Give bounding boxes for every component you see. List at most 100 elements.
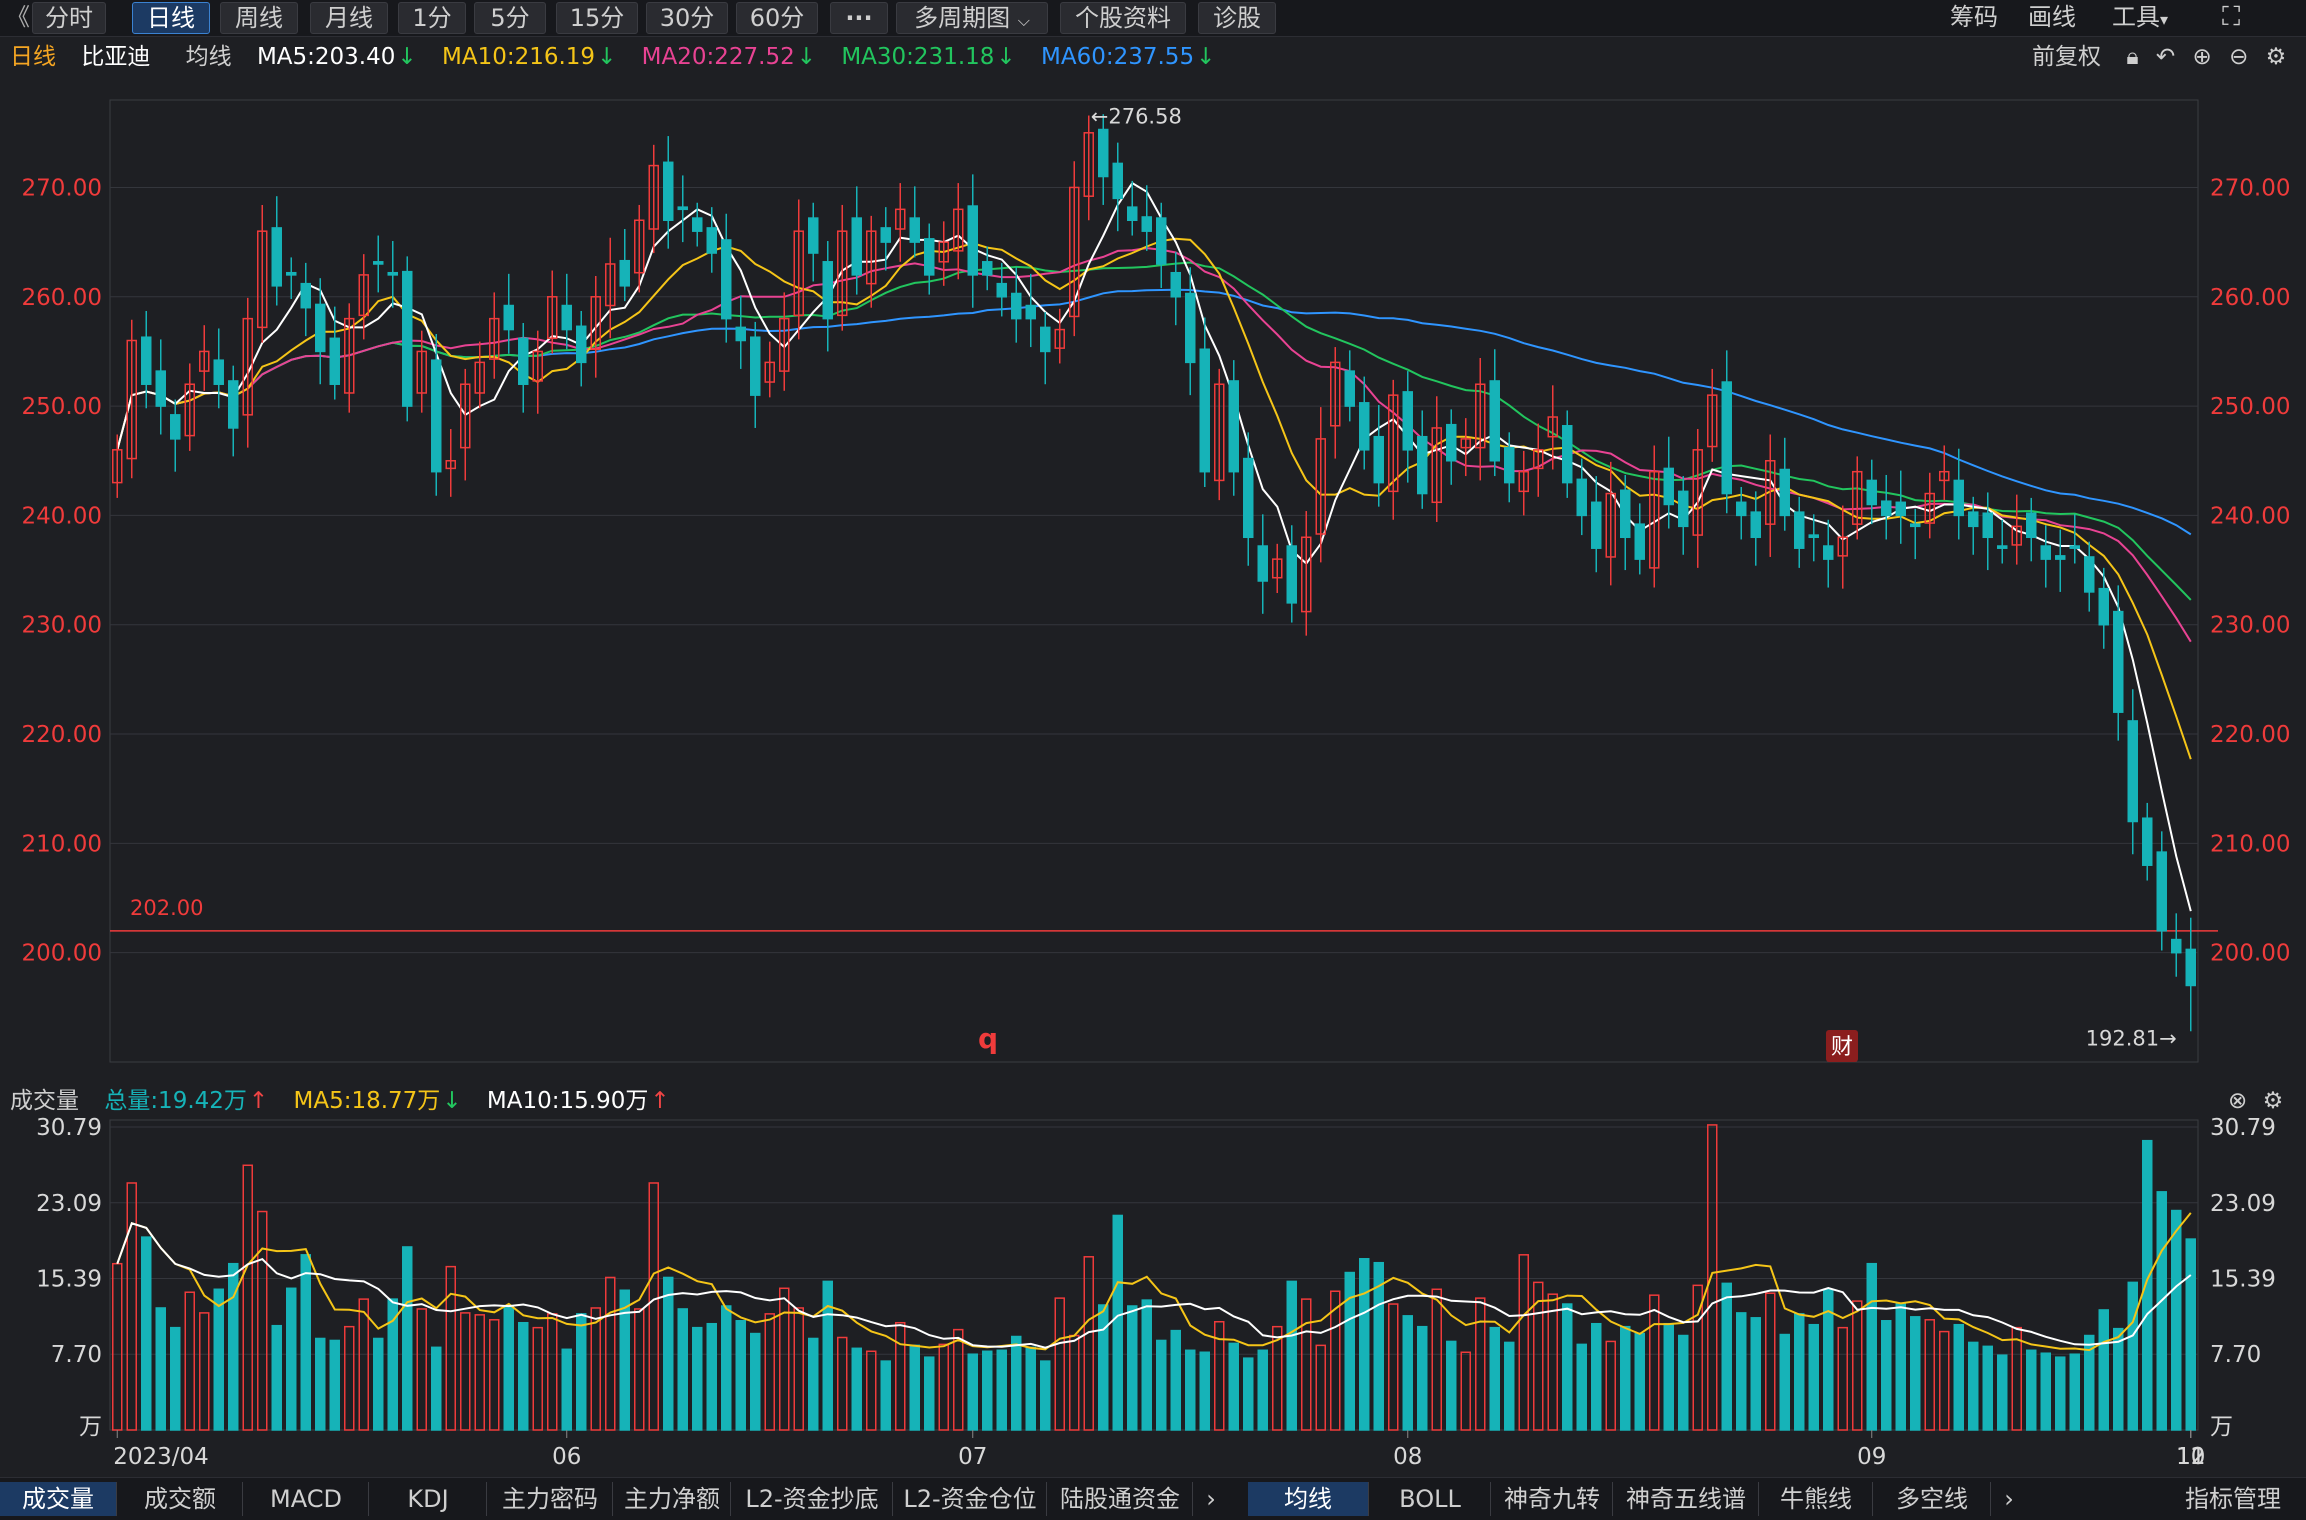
candle-body xyxy=(1170,271,1181,298)
tab-kdj[interactable]: KDJ xyxy=(370,1482,487,1516)
candlestick-chart[interactable]: 270.00 270.00 260.00 260.00 250.00 250.00 240.… xyxy=(0,0,2306,1477)
candle-body xyxy=(2171,938,2182,954)
tab-bull-bear[interactable]: 牛熊线 xyxy=(1760,1482,1873,1516)
volume-bar xyxy=(1373,1261,1384,1431)
volume-bar xyxy=(1779,1333,1790,1431)
volume-bar xyxy=(1214,1320,1225,1431)
volume-bar xyxy=(1939,1330,1950,1431)
candle-body xyxy=(431,359,442,473)
candle-body xyxy=(1808,534,1819,539)
volume-bar xyxy=(924,1356,935,1431)
candle-body xyxy=(300,282,311,309)
tab-ma[interactable]: 均线 xyxy=(1248,1482,1369,1516)
double-chevron-left-icon[interactable]: 《 xyxy=(6,3,30,31)
candle-body xyxy=(503,304,514,331)
tab-30min[interactable]: 30分 xyxy=(646,2,728,34)
more-periods-button[interactable]: ··· xyxy=(830,2,888,34)
tab-5min[interactable]: 5分 xyxy=(474,2,546,34)
candle-body xyxy=(213,359,224,385)
tab-northbound[interactable]: 陆股通资金 xyxy=(1048,1482,1193,1516)
chevron-right-icon[interactable]: › xyxy=(2004,1485,2014,1513)
volume-bar xyxy=(561,1348,572,1431)
chevron-right-icon[interactable]: › xyxy=(1206,1485,1216,1513)
volume-bar xyxy=(1605,1340,1616,1431)
volume-bar xyxy=(300,1254,311,1431)
indicator-tabs: 成交量 成交额 MACD KDJ 主力密码 主力净额 L2-资金抄底 L2-资金… xyxy=(0,1477,2306,1520)
volume-bar xyxy=(2098,1309,2109,1431)
volume-bar xyxy=(721,1305,732,1431)
ma5-value: MA5:203.40 xyxy=(256,44,396,70)
draw-line-button[interactable]: 画线 xyxy=(2028,3,2076,31)
candle-body xyxy=(1823,545,1834,560)
candle-body xyxy=(474,361,485,394)
volume-frame xyxy=(109,1119,2199,1431)
volume-bar xyxy=(1460,1351,1471,1431)
tab-60min[interactable]: 60分 xyxy=(736,2,818,34)
volume-bar xyxy=(1736,1312,1747,1431)
tab-macd[interactable]: MACD xyxy=(244,1482,369,1516)
candle-body xyxy=(141,336,152,385)
candle-body xyxy=(1620,489,1631,539)
tab-monthly[interactable]: 月线 xyxy=(310,2,388,34)
candle-body xyxy=(373,261,384,265)
marker-cai-badge[interactable] xyxy=(1826,1030,1858,1062)
expand-icon[interactable]: ⛶ xyxy=(2222,2,2241,32)
tab-15min[interactable]: 15分 xyxy=(556,2,638,34)
adjust-mode[interactable]: 前复权 xyxy=(2032,44,2101,70)
candle-body xyxy=(895,208,906,230)
tab-fenshi[interactable]: 分时 xyxy=(32,2,106,34)
multi-period-dropdown[interactable]: 多周期图 ⌵ xyxy=(896,2,1048,34)
volume-bar xyxy=(1286,1280,1297,1431)
x-tick-label: 09 xyxy=(1857,1444,1886,1470)
candle-body xyxy=(1518,470,1529,493)
tab-daily[interactable]: 日线 xyxy=(132,2,210,34)
zoom-out-icon[interactable]: ⊖ xyxy=(2229,44,2249,70)
tab-main-chips[interactable]: 主力密码 xyxy=(488,1482,613,1516)
stock-profile-button[interactable]: 个股资料 xyxy=(1060,2,1186,34)
candle-body xyxy=(460,383,471,449)
volume-bar xyxy=(358,1298,369,1431)
indicator-manage-button[interactable]: 指标管理 xyxy=(2185,1485,2281,1513)
candle-body xyxy=(1446,423,1457,462)
volume-bar xyxy=(793,1307,804,1431)
candle-body xyxy=(1736,501,1747,517)
gear-icon[interactable]: ⚙ xyxy=(2262,1088,2284,1114)
down-arrow-icon: ↓ xyxy=(996,44,1016,70)
candle-body xyxy=(1257,545,1268,582)
tab-turnover[interactable]: 成交额 xyxy=(118,1482,243,1516)
volume-tick-left: 万 xyxy=(79,1414,102,1440)
candle-body xyxy=(1562,425,1573,484)
tab-main-netflow[interactable]: 主力净额 xyxy=(614,1482,731,1516)
marker-q[interactable]: q xyxy=(978,1022,998,1055)
candle-body xyxy=(822,261,833,320)
candle-body xyxy=(2011,525,2022,546)
diagnose-button[interactable]: 诊股 xyxy=(1198,2,1276,34)
volume-bar xyxy=(1359,1258,1370,1431)
zoom-in-icon[interactable]: ⊕ xyxy=(2192,44,2212,70)
volume-tick-left: 30.79 xyxy=(36,1115,102,1141)
tab-long-short[interactable]: 多空线 xyxy=(1874,1482,1991,1516)
tab-five-line[interactable]: 神奇五线谱 xyxy=(1614,1482,1759,1516)
undo-icon[interactable]: ↶ xyxy=(2155,44,2176,70)
candle-body xyxy=(590,296,601,350)
volume-bar xyxy=(170,1326,181,1431)
lock-icon[interactable]: 🔒︎ xyxy=(2126,44,2139,70)
tab-boll[interactable]: BOLL xyxy=(1370,1482,1491,1516)
tools-label: 工具 xyxy=(2112,3,2160,31)
price-tick-left: 220.00 xyxy=(22,722,102,748)
candle-body xyxy=(1910,523,1921,528)
candle-body xyxy=(924,238,935,276)
tab-l2-position[interactable]: L2-资金仓位 xyxy=(894,1482,1047,1516)
tools-menu[interactable]: 工具▾ xyxy=(2112,2,2168,32)
chips-button[interactable]: 筹码 xyxy=(1950,3,1998,31)
tab-nine-turn[interactable]: 神奇九转 xyxy=(1492,1482,1613,1516)
candle-body xyxy=(1330,361,1341,427)
tab-1min[interactable]: 1分 xyxy=(398,2,466,34)
marker-cai[interactable]: 财 xyxy=(1831,1035,1853,1060)
tab-volume[interactable]: 成交量 xyxy=(0,1482,117,1516)
close-icon[interactable]: ⊗ xyxy=(2228,1088,2248,1114)
candle-body xyxy=(1591,501,1602,549)
tab-l2-bottom[interactable]: L2-资金抄底 xyxy=(732,1482,893,1516)
tab-weekly[interactable]: 周线 xyxy=(220,2,298,34)
gear-icon[interactable]: ⚙ xyxy=(2265,44,2287,70)
